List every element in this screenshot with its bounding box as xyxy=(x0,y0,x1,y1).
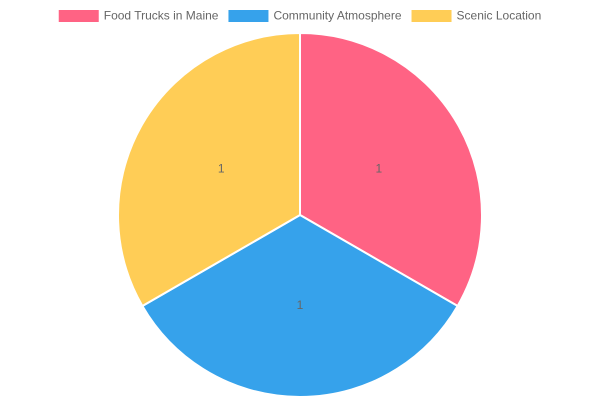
data-label: 1 xyxy=(297,298,304,312)
pie-slice xyxy=(117,31,301,308)
legend-label: Food Trucks in Maine xyxy=(104,9,219,23)
data-label: 1 xyxy=(375,162,382,176)
data-label: 1 xyxy=(218,162,225,176)
legend-swatch xyxy=(58,10,99,22)
legend: Food Trucks in Maine Community Atmosphere… xyxy=(58,9,542,23)
legend-swatch xyxy=(228,10,269,22)
legend-swatch xyxy=(411,10,452,22)
legend-label: Community Atmosphere xyxy=(273,9,401,23)
legend-label: Scenic Location xyxy=(457,9,542,23)
pie-slice xyxy=(299,31,483,308)
